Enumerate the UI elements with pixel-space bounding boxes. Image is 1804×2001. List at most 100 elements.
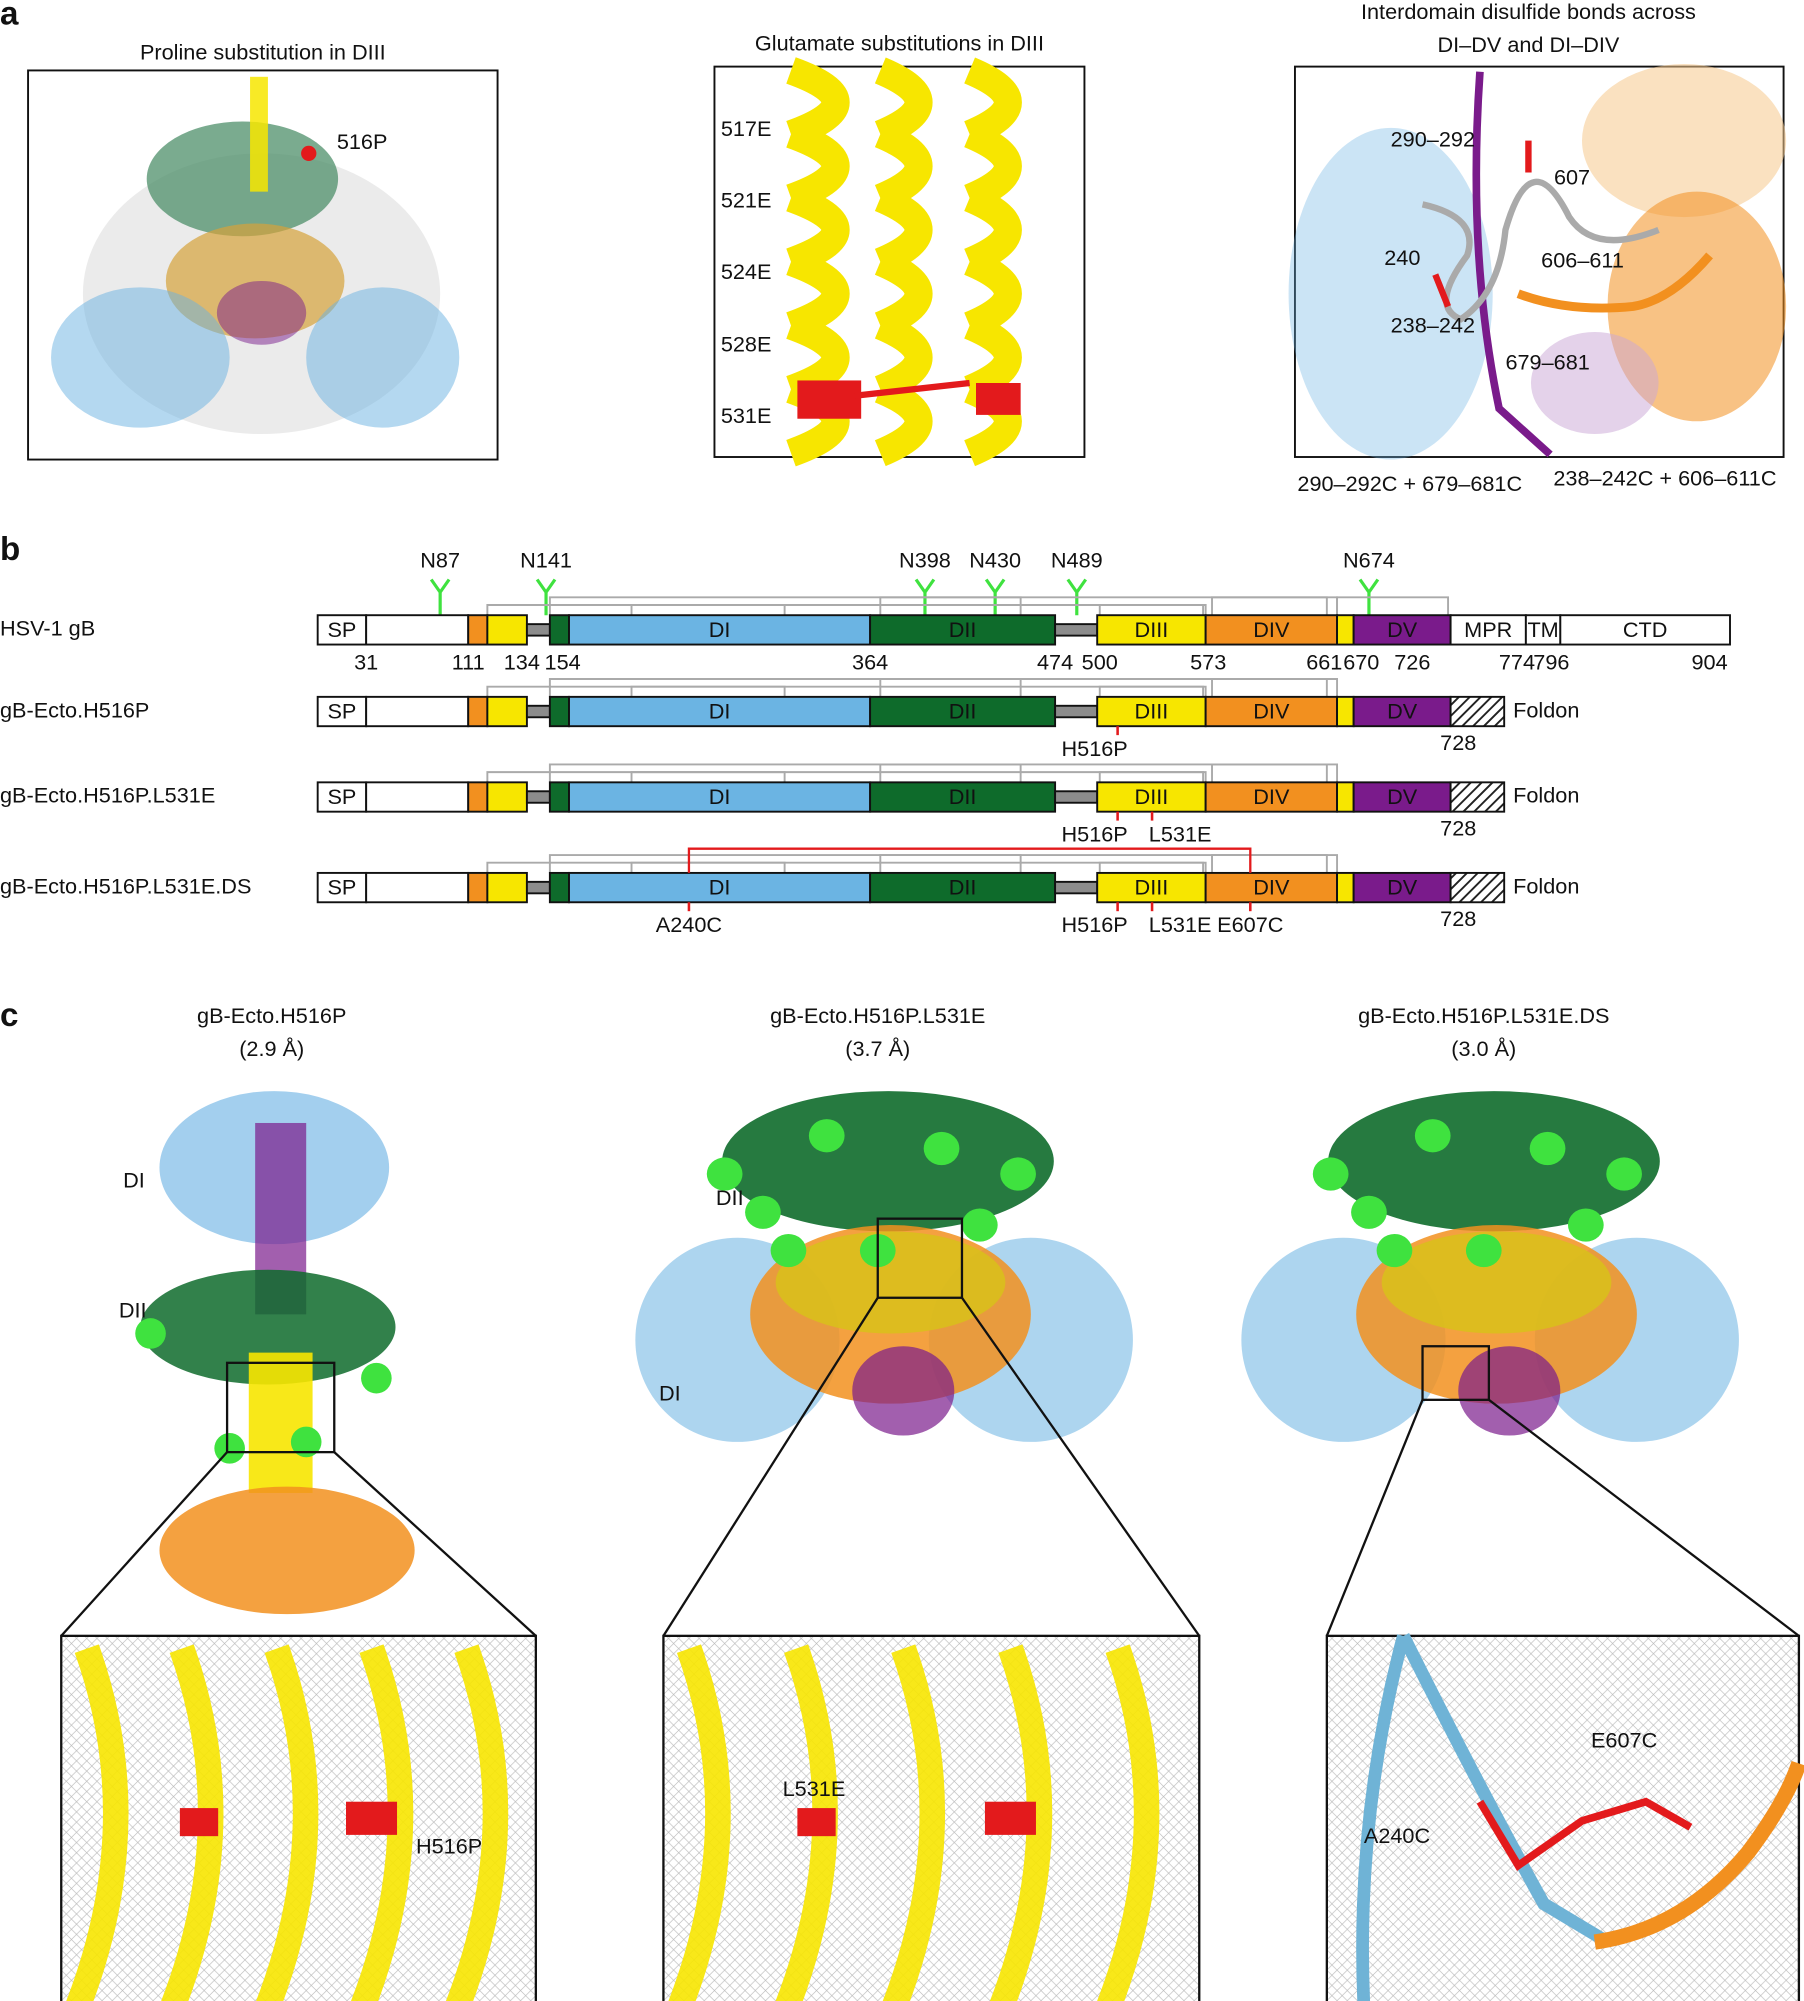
domain-label: DIV xyxy=(1253,699,1290,724)
position-label: 573 xyxy=(1190,649,1226,674)
domain-label: SP xyxy=(327,875,356,900)
construct-name: gB-Ecto.H516P.L531E xyxy=(0,783,215,808)
site-label: 516P xyxy=(337,129,388,154)
zoom-line xyxy=(961,1297,1201,1637)
mutation-helix xyxy=(179,1808,219,1837)
disulfide-bracket xyxy=(879,763,1022,783)
mutation-helix xyxy=(984,1801,1036,1835)
domain-label: DIII xyxy=(1135,784,1169,809)
domain-label: DV xyxy=(1387,617,1418,642)
glycan-sphere xyxy=(923,1131,960,1166)
structure-blob xyxy=(159,1486,415,1615)
structure-blob xyxy=(722,1091,1054,1232)
linker xyxy=(1054,704,1099,719)
domain-label: DI xyxy=(709,699,731,724)
domain-segment xyxy=(869,614,1057,646)
domain-segment xyxy=(548,695,570,728)
domain-segment xyxy=(1096,695,1207,728)
backbone xyxy=(1472,71,1553,458)
foldon-tag xyxy=(1449,781,1506,813)
domain-label: DI xyxy=(709,875,731,900)
domain-segment xyxy=(467,695,489,728)
disulfide-bracket xyxy=(486,771,1207,783)
structure-resolution: (3.0 Å) xyxy=(1451,1036,1516,1061)
helix xyxy=(255,1644,319,2001)
domain-label: DV xyxy=(1387,784,1418,809)
domain-segment xyxy=(1352,695,1452,728)
disulfide-bracket xyxy=(548,854,1339,873)
position-label: 728 xyxy=(1440,730,1476,755)
zoom-box xyxy=(1421,1345,1491,1401)
domain-segment xyxy=(486,871,528,904)
helix xyxy=(989,1644,1053,2001)
domain-label: SP xyxy=(327,617,356,642)
structure-blob xyxy=(852,1346,955,1436)
glycan-sphere xyxy=(1414,1119,1451,1153)
tag-label: Foldon xyxy=(1513,783,1579,808)
domain-segment xyxy=(1352,614,1452,646)
residue-label: H516P xyxy=(416,1833,482,1858)
domain-label: DIII xyxy=(1135,875,1169,900)
engineered-disulfide xyxy=(687,847,1252,873)
domain-label: TM xyxy=(1527,617,1558,642)
domain-segment xyxy=(869,781,1057,813)
disulfide-bracket xyxy=(1211,854,1328,873)
glycan-label: N674 xyxy=(1343,547,1395,572)
structure-blob xyxy=(775,1231,1006,1334)
glycan-label: N489 xyxy=(1051,547,1103,572)
foldon-tag xyxy=(1449,695,1506,728)
disulfide-bracket xyxy=(630,685,786,697)
linker xyxy=(525,704,551,719)
linker xyxy=(1054,623,1099,637)
domain-label: DIII xyxy=(1135,617,1169,642)
structure-title: gB-Ecto.H516P xyxy=(197,1003,346,1028)
helix xyxy=(66,1644,129,2001)
zoom-line xyxy=(333,1451,537,1637)
domain-segment xyxy=(1336,695,1355,728)
mutation-label: H516P xyxy=(1062,736,1128,761)
disulfide-bracket xyxy=(1211,596,1328,616)
domain-label: DIII xyxy=(1135,699,1169,724)
construct-name: gB-Ecto.H516P.L531E.DS xyxy=(0,873,251,898)
domain-label: DV xyxy=(1387,875,1418,900)
glycan-sphere xyxy=(214,1433,245,1464)
structure-blob xyxy=(306,287,460,428)
disulfide-bracket xyxy=(486,861,1207,873)
disulfide-bracket xyxy=(630,771,786,783)
domain-segment xyxy=(467,871,489,904)
site-label: 521E xyxy=(721,188,772,213)
glycan-sphere xyxy=(1376,1233,1413,1268)
position-label: 670 xyxy=(1343,649,1379,674)
disulfide-bracket xyxy=(1098,771,1205,783)
structure-blob xyxy=(1582,64,1787,218)
zoom-line xyxy=(1488,1398,1800,1637)
domain-label: DII xyxy=(119,1298,147,1323)
domain-segment xyxy=(365,871,470,904)
mutation-helix xyxy=(975,383,1021,415)
disulfide-bracket xyxy=(548,678,1339,697)
mutation-label: E607C xyxy=(1217,912,1283,937)
domain-segment xyxy=(1096,781,1207,813)
linker xyxy=(1054,790,1099,804)
mutation-label: A240C xyxy=(656,912,722,937)
helix xyxy=(1097,1644,1160,2001)
domain-label: DI xyxy=(709,617,731,642)
glycan-sphere xyxy=(1465,1233,1502,1268)
site-label: 524E xyxy=(721,259,772,284)
domain-label: DI xyxy=(123,1167,145,1192)
domain-segment xyxy=(1336,871,1355,904)
disulfide-bracket xyxy=(486,604,1207,616)
disulfide-bracket xyxy=(1098,604,1205,616)
mutation-helix xyxy=(797,1808,836,1837)
glycan-sphere xyxy=(706,1157,743,1191)
disulfide-bracket xyxy=(486,685,1207,697)
panel-title: DI–DV and DI–DIV xyxy=(1437,32,1619,57)
domain-label: DV xyxy=(1387,699,1418,724)
domain-label: DI xyxy=(659,1380,681,1405)
panel-letter: b xyxy=(0,531,20,568)
domain-segment xyxy=(365,781,470,813)
domain-segment xyxy=(316,871,368,904)
mutation-site xyxy=(301,145,317,162)
foldon-tag xyxy=(1449,871,1506,904)
domain-segment xyxy=(486,614,528,646)
